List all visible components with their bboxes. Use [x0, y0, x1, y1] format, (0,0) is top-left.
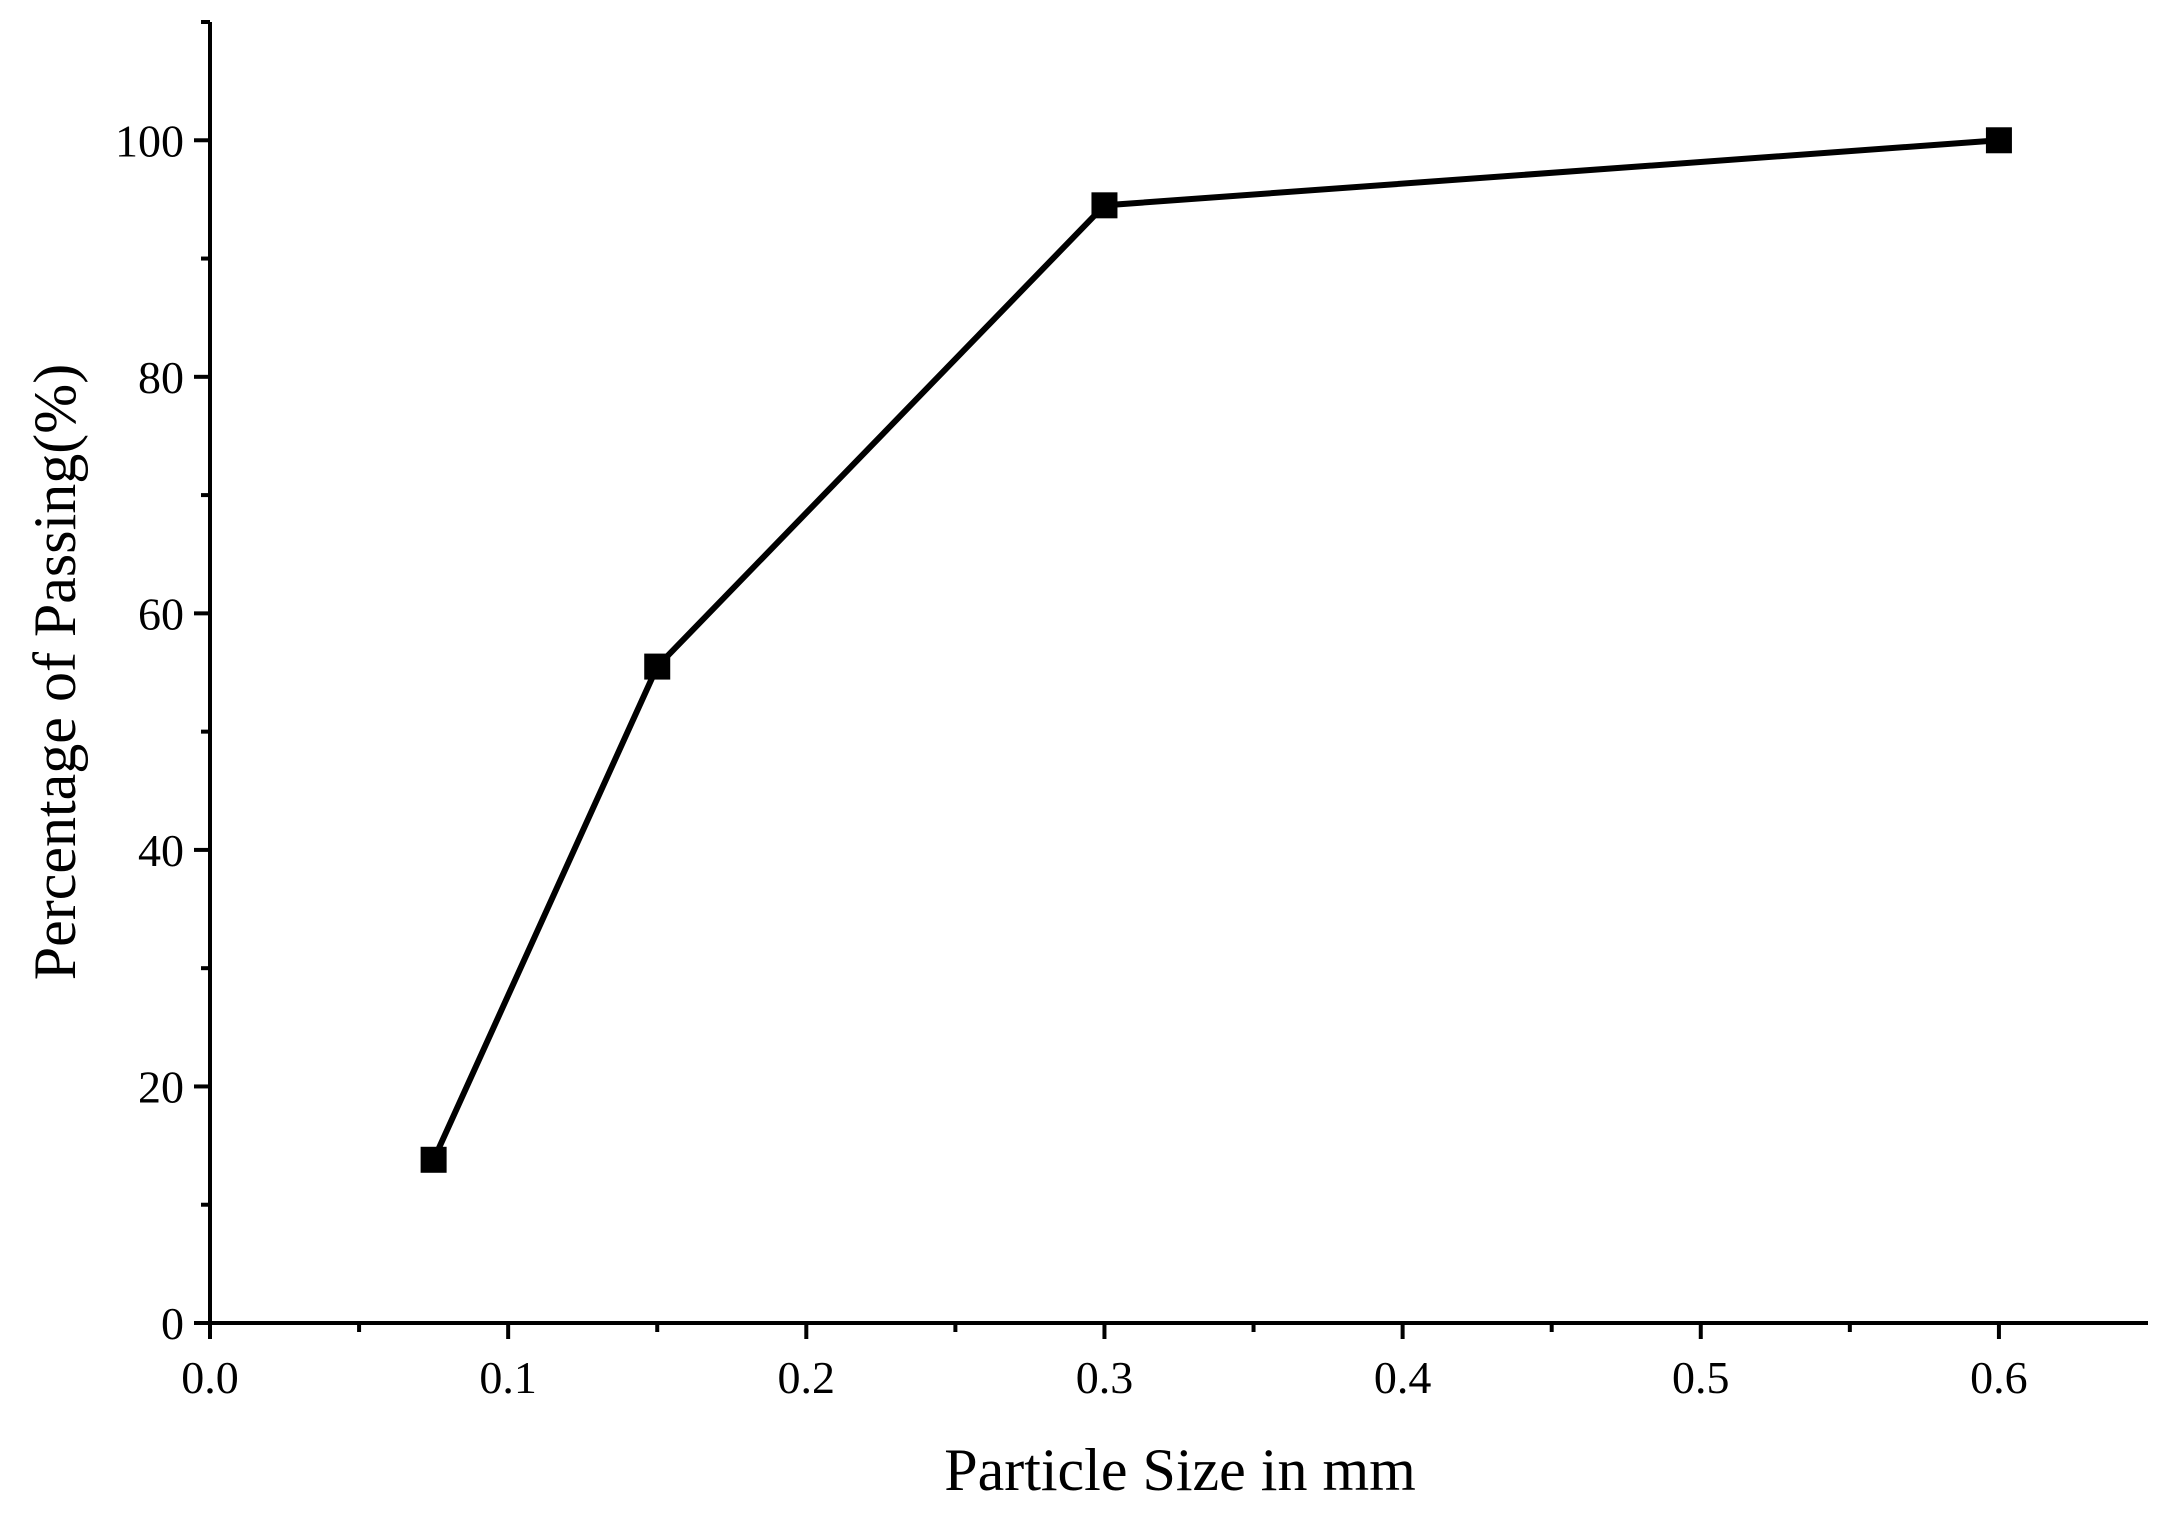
- x-tick-label: 0.6: [1970, 1352, 2028, 1403]
- data-point-marker: [420, 1146, 447, 1173]
- y-tick-label: 60: [138, 588, 184, 639]
- x-tick-label: 0.0: [181, 1352, 239, 1403]
- series-line: [430, 137, 2000, 1162]
- y-tick-label: 100: [115, 115, 184, 166]
- data-point-marker: [644, 653, 671, 680]
- x-axis-title: Particle Size in mm: [944, 1437, 1416, 1503]
- y-axis-title: Percentage of Passing(%): [22, 364, 88, 980]
- x-tick-label: 0.4: [1374, 1352, 1432, 1403]
- ticks: 0.0 0.1 0.2 0.3 0.4 0.5 0.6 0 20 40 60 80 100: [115, 20, 2028, 1403]
- x-tick-label: 0.5: [1672, 1352, 1730, 1403]
- y-tick-label: 20: [138, 1061, 184, 1112]
- data-point-marker: [1985, 127, 2012, 154]
- data-point-marker: [1091, 192, 1118, 219]
- x-tick-label: 0.2: [778, 1352, 836, 1403]
- x-tick-label: 0.3: [1076, 1352, 1134, 1403]
- axes: [208, 22, 2148, 1325]
- y-tick-label: 80: [138, 352, 184, 403]
- series: [420, 127, 2012, 1173]
- y-tick-label: 0: [161, 1298, 184, 1349]
- y-tick-label: 40: [138, 825, 184, 876]
- x-tick-label: 0.1: [479, 1352, 537, 1403]
